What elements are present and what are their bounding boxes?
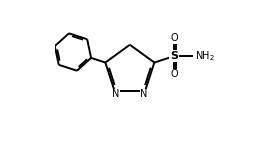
Text: O: O [170,69,178,79]
Text: N: N [112,89,119,99]
Text: S: S [170,51,178,61]
Text: O: O [170,33,178,43]
Text: N: N [141,89,148,99]
Text: NH$_2$: NH$_2$ [195,49,215,63]
